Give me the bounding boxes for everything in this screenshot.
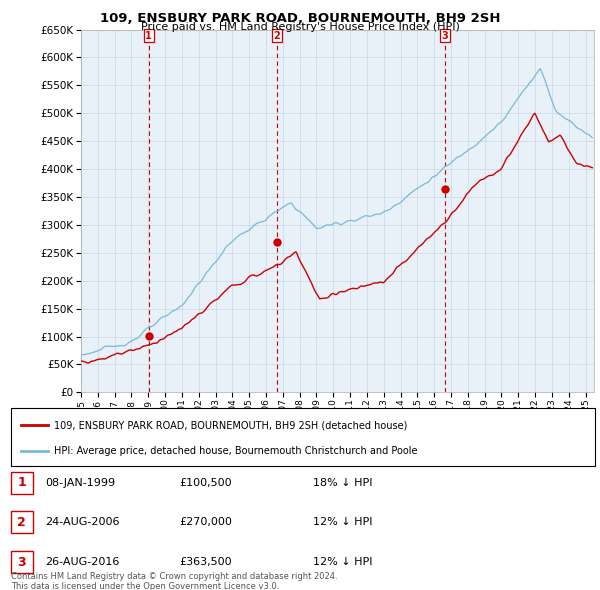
Text: £270,000: £270,000 [179, 517, 232, 527]
Text: 08-JAN-1999: 08-JAN-1999 [46, 478, 116, 488]
Text: Price paid vs. HM Land Registry's House Price Index (HPI): Price paid vs. HM Land Registry's House … [140, 22, 460, 32]
Bar [11, 551, 33, 573]
Text: 2: 2 [274, 31, 280, 41]
Text: 12% ↓ HPI: 12% ↓ HPI [313, 517, 373, 527]
Text: HPI: Average price, detached house, Bournemouth Christchurch and Poole: HPI: Average price, detached house, Bour… [53, 446, 417, 456]
Text: 1: 1 [145, 31, 152, 41]
Text: Contains HM Land Registry data © Crown copyright and database right 2024.: Contains HM Land Registry data © Crown c… [11, 572, 338, 581]
Text: 3: 3 [442, 31, 449, 41]
Text: This data is licensed under the Open Government Licence v3.0.: This data is licensed under the Open Gov… [11, 582, 280, 590]
Text: £100,500: £100,500 [179, 478, 232, 488]
Bar [11, 472, 33, 494]
Text: 12% ↓ HPI: 12% ↓ HPI [313, 557, 373, 567]
Text: 109, ENSBURY PARK ROAD, BOURNEMOUTH, BH9 2SH (detached house): 109, ENSBURY PARK ROAD, BOURNEMOUTH, BH9… [53, 420, 407, 430]
Text: 1: 1 [17, 476, 26, 489]
Bar [11, 408, 595, 466]
Text: £363,500: £363,500 [179, 557, 232, 567]
Text: 3: 3 [17, 556, 26, 569]
Text: 26-AUG-2016: 26-AUG-2016 [46, 557, 120, 567]
Text: 2: 2 [17, 516, 26, 529]
Text: 18% ↓ HPI: 18% ↓ HPI [313, 478, 373, 488]
Text: 24-AUG-2006: 24-AUG-2006 [46, 517, 120, 527]
Text: 109, ENSBURY PARK ROAD, BOURNEMOUTH, BH9 2SH: 109, ENSBURY PARK ROAD, BOURNEMOUTH, BH9… [100, 12, 500, 25]
Bar [11, 512, 33, 533]
